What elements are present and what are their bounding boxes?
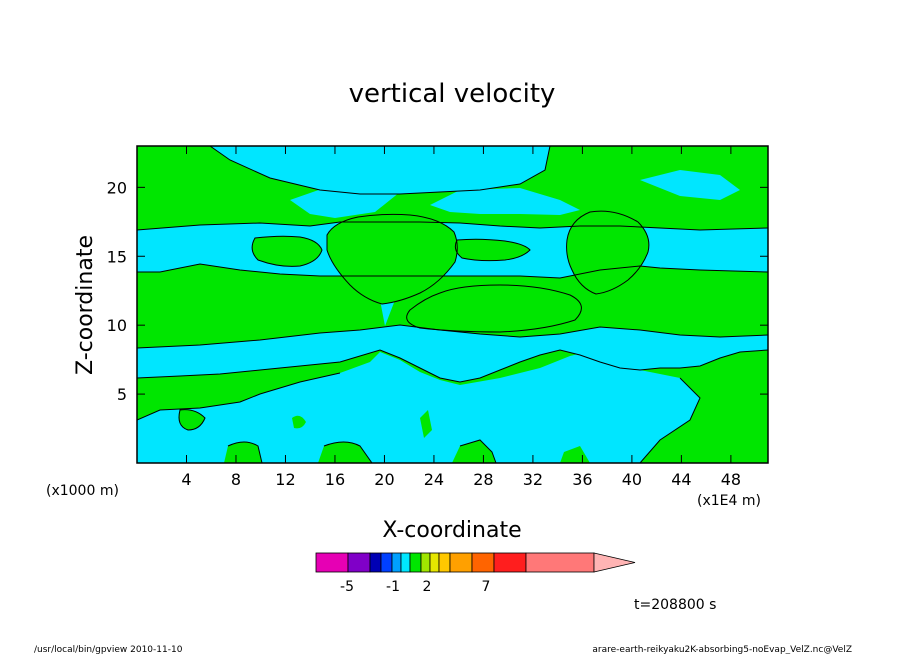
colorbar-tick-label: 2 bbox=[423, 579, 432, 595]
contour-lines bbox=[137, 146, 768, 463]
footer-right: arare-earth-reikyaku2K-absorbing5-noEvap… bbox=[592, 645, 852, 654]
y-tick-label: 20 bbox=[107, 178, 127, 197]
plot-frame bbox=[136, 145, 769, 464]
colorbar-bin bbox=[400, 552, 411, 573]
colorbar-bin bbox=[369, 552, 382, 573]
x-unit-right: (x1E4 m) bbox=[697, 493, 761, 509]
time-label: t=208800 s bbox=[634, 597, 716, 613]
colorbar-tick-label: -5 bbox=[340, 579, 354, 595]
x-tick-label: 28 bbox=[473, 470, 493, 489]
x-ticks: 4 8 12 16 20 24 28 32 36 40 44 48 bbox=[181, 146, 741, 489]
x-tick-label: 48 bbox=[721, 470, 741, 489]
x-tick-label: 40 bbox=[622, 470, 642, 489]
y-ticks: 5 10 15 20 bbox=[107, 178, 768, 404]
x-tick-label: 8 bbox=[231, 470, 241, 489]
colorbar-bin bbox=[409, 552, 422, 573]
colorbar-bin bbox=[391, 552, 402, 573]
colorbar-bin bbox=[429, 552, 440, 573]
positive-velocity-regions bbox=[179, 211, 649, 463]
x-tick-label: 4 bbox=[181, 470, 191, 489]
x-tick-label: 36 bbox=[572, 470, 592, 489]
y-axis-label: Z-coordinate bbox=[73, 235, 98, 375]
colorbar-extend-arrow bbox=[593, 552, 636, 573]
x-axis-label: X-coordinate bbox=[382, 518, 521, 543]
y-tick-label: 10 bbox=[107, 316, 127, 335]
x-tick-label: 16 bbox=[325, 470, 345, 489]
y-tick-label: 15 bbox=[107, 247, 127, 266]
x-tick-label: 32 bbox=[523, 470, 543, 489]
colorbar-tick-label: -1 bbox=[386, 579, 400, 595]
colorbar-bin bbox=[471, 552, 495, 573]
x-tick-label: 24 bbox=[424, 470, 444, 489]
colorbar-bin bbox=[493, 552, 527, 573]
colorbar-bin bbox=[315, 552, 349, 573]
chart-title: vertical velocity bbox=[349, 79, 556, 109]
colorbar-bin bbox=[347, 552, 371, 573]
colorbar: -5 -1 2 7 bbox=[315, 552, 636, 595]
colorbar-bin bbox=[380, 552, 393, 573]
footer-left: /usr/local/bin/gpview 2010-11-10 bbox=[34, 645, 183, 654]
colorbar-bin bbox=[449, 552, 473, 573]
colorbar-bin bbox=[420, 552, 431, 573]
colorbar-tick-label: 7 bbox=[482, 579, 491, 595]
y-tick-label: 5 bbox=[117, 385, 127, 404]
colorbar-bin bbox=[438, 552, 451, 573]
x-tick-label: 12 bbox=[275, 470, 295, 489]
x-tick-label: 44 bbox=[671, 470, 691, 489]
x-tick-label: 20 bbox=[374, 470, 394, 489]
x-unit-left: (x1000 m) bbox=[46, 483, 119, 499]
colorbar-bin bbox=[525, 552, 595, 573]
